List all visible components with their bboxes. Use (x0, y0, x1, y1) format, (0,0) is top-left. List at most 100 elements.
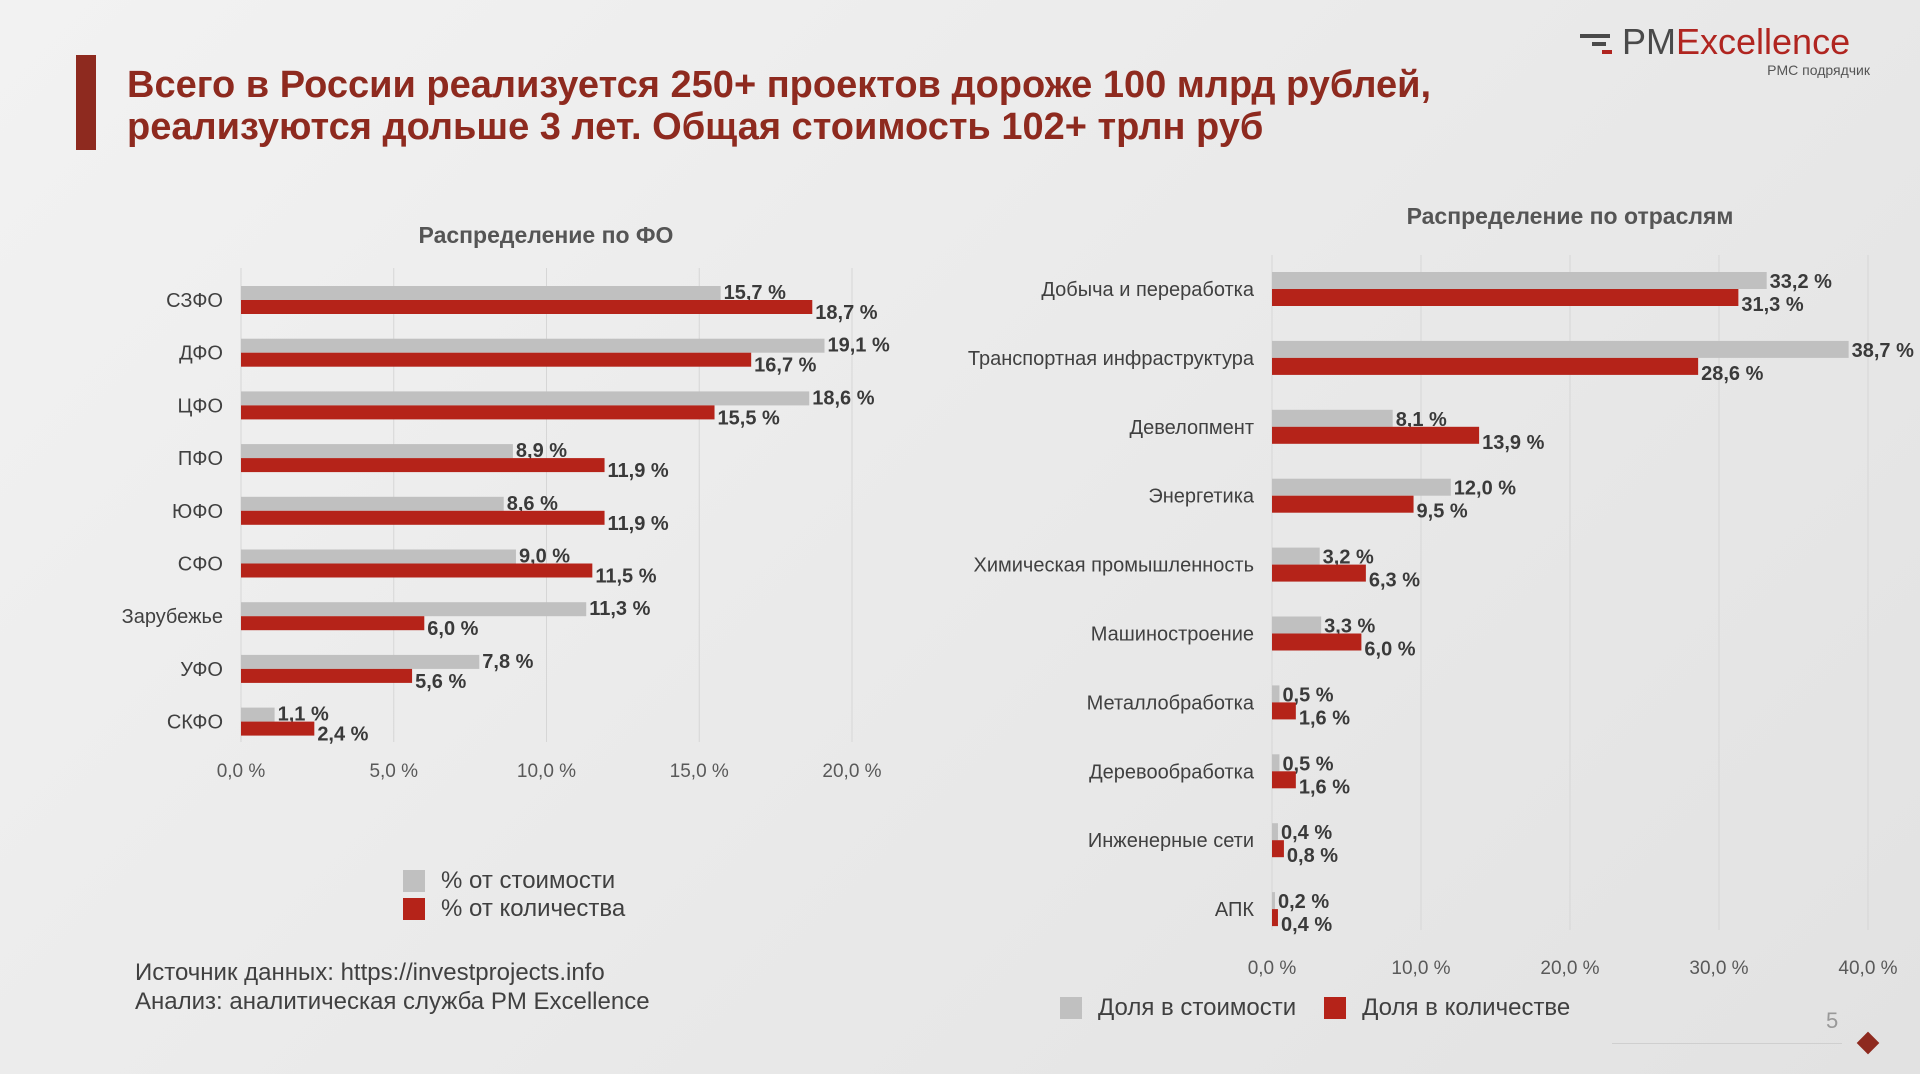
x-tick-label: 0,0 % (217, 761, 266, 782)
title-accent-bar (76, 55, 96, 150)
bar-gray (241, 654, 480, 669)
data-label: 9,5 % (1417, 501, 1468, 523)
data-label: 15,7 % (724, 282, 786, 304)
bar-gray (1272, 685, 1280, 703)
data-label: 3,2 % (1323, 547, 1374, 569)
logo-subtitle: PMC подрядчик (1767, 62, 1870, 78)
pmexcellence-logo: PMExcellence PMC подрядчик (1578, 22, 1878, 82)
category-label: СФО (178, 554, 223, 576)
chart-fo-legend: % от стоимости % от количества (403, 867, 625, 923)
bar-gray (1272, 272, 1767, 289)
bar-gray (241, 286, 721, 300)
data-label: 1,1 % (278, 704, 329, 726)
data-label: 3,3 % (1324, 616, 1375, 638)
bar-red (241, 668, 413, 683)
data-label: 12,0 % (1454, 478, 1516, 500)
x-tick-label: 20,0 % (1540, 958, 1599, 979)
bar-red (1272, 495, 1414, 513)
category-label: ЦФО (177, 395, 223, 417)
data-label: 6,0 % (1364, 639, 1415, 661)
category-label: Машиностроение (1091, 624, 1254, 646)
category-label: Инженерные сети (1088, 830, 1254, 852)
bar-red (1272, 771, 1296, 789)
x-tick-label: 10,0 % (1391, 958, 1450, 979)
chart-industry-legend: Доля в стоимости Доля в количестве (1060, 994, 1598, 1022)
chart-fo-title: Распределение по ФО (418, 222, 674, 248)
bar-red (1272, 357, 1699, 375)
data-label: 8,6 % (507, 493, 558, 515)
bar-gray (1272, 754, 1280, 772)
data-label: 15,5 % (718, 407, 780, 429)
bar-gray (241, 707, 275, 722)
bar-red (241, 300, 813, 314)
slide-title: Всего в России реализуется 250+ проектов… (127, 64, 1567, 148)
data-label: 8,1 % (1396, 409, 1447, 431)
data-label: 6,3 % (1369, 570, 1420, 592)
data-label: 1,6 % (1299, 776, 1350, 798)
logo-text-excellence: Excellence (1676, 21, 1851, 62)
logo-text-pm: PM (1622, 21, 1676, 62)
chart-industry-title: Распределение по отраслям (1406, 203, 1734, 229)
bar-red (241, 352, 752, 367)
logo-wordmark: PMExcellence (1622, 22, 1850, 62)
x-tick-label: 5,0 % (369, 761, 418, 782)
bar-gray (241, 391, 810, 406)
x-tick-label: 30,0 % (1689, 958, 1748, 979)
data-label: 1,6 % (1299, 707, 1350, 729)
bar-red (1272, 564, 1366, 582)
bar-red (1272, 702, 1296, 720)
x-tick-label: 20,0 % (822, 761, 881, 782)
legend-label-share-count: Доля в количестве (1362, 994, 1571, 1021)
category-label: УФО (180, 659, 223, 681)
bar-gray (1272, 823, 1278, 841)
data-label: 6,0 % (427, 618, 478, 640)
bar-gray (241, 602, 587, 617)
slide-title-line1: Всего в России реализуется 250+ проектов… (127, 64, 1432, 106)
page-number: 5 (1826, 1008, 1839, 1033)
category-label: Девелопмент (1130, 417, 1254, 439)
bar-gray (241, 338, 825, 353)
diamond-icon (1856, 1031, 1880, 1055)
bar-red (241, 616, 425, 631)
data-label: 9,0 % (519, 546, 570, 568)
chart-fo: 0,0 % 5,0 % 10,0 % 15,0 % 20,0 % СЗФО 15,7 % 18… (122, 268, 890, 782)
bar-gray (241, 549, 516, 564)
legend-swatch-red (1324, 997, 1347, 1019)
data-label: 0,5 % (1282, 684, 1333, 706)
category-label: Химическая промышленность (973, 555, 1254, 577)
slide-title-line2: реализуются дольше 3 лет. Общая стоимост… (127, 106, 1264, 148)
data-label: 18,6 % (812, 387, 874, 409)
x-tick-label: 40,0 % (1838, 958, 1897, 979)
legend-item-share-count: Доля в количестве (1324, 994, 1570, 1022)
legend-label-cost: % от стоимости (441, 867, 616, 894)
bar-gray (1272, 409, 1393, 427)
category-label: ЮФО (172, 501, 223, 523)
bar-gray (1272, 892, 1275, 910)
bar-gray (1272, 616, 1322, 634)
legend-swatch-gray (403, 870, 425, 892)
data-label: 2,4 % (317, 724, 368, 746)
category-label: Энергетика (1148, 486, 1255, 508)
legend-swatch-gray (1060, 997, 1082, 1019)
data-label: 0,2 % (1278, 891, 1329, 913)
category-label: ПФО (178, 448, 223, 470)
legend-item-count: % от количества (403, 895, 625, 923)
legend-label-count: % от количества (441, 895, 626, 922)
bar-gray (241, 496, 504, 511)
bar-red (241, 510, 605, 525)
category-label: Металлобработка (1087, 692, 1255, 714)
data-label: 19,1 % (828, 335, 890, 357)
category-label: Зарубежье (122, 606, 223, 628)
bar-gray (1272, 478, 1451, 496)
data-label: 13,9 % (1482, 432, 1544, 454)
bar-red (1272, 426, 1480, 444)
data-label: 28,6 % (1701, 363, 1763, 385)
bar-gray (1272, 340, 1849, 358)
bar-red (1272, 289, 1739, 306)
data-label: 16,7 % (754, 355, 816, 377)
legend-label-share-cost: Доля в стоимости (1098, 994, 1297, 1021)
bar-red (241, 563, 593, 578)
category-label: Транспортная инфраструктура (968, 348, 1255, 370)
data-label: 33,2 % (1770, 271, 1832, 293)
logo-mark-icon (1580, 34, 1612, 54)
